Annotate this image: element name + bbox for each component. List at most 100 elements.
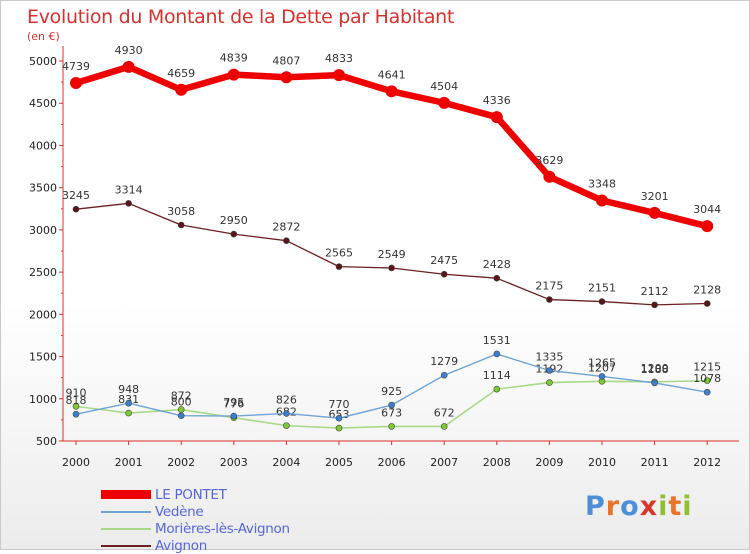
data-label-avignon: 2549 <box>378 248 406 261</box>
x-tick-label: 2002 <box>167 456 195 469</box>
data-label-le-pontet: 4336 <box>483 94 511 107</box>
x-tick-label: 2000 <box>62 456 90 469</box>
data-label-le-pontet: 4839 <box>220 52 248 65</box>
y-tick-label: 3000 <box>29 224 57 237</box>
data-label-ved-ne: 1335 <box>535 350 563 363</box>
data-label-avignon: 2872 <box>272 221 300 234</box>
legend-item-le-pontet: LE PONTET <box>101 486 290 503</box>
data-label-mori-res-l-s-avignon: 910 <box>66 386 87 399</box>
y-tick-label: 4000 <box>29 139 57 152</box>
data-point-mori-res-l-s-avignon <box>283 422 290 429</box>
data-point-avignon <box>546 296 553 303</box>
data-label-le-pontet: 3348 <box>588 178 616 191</box>
legend-swatch <box>101 490 151 499</box>
data-label-le-pontet: 4930 <box>115 44 143 57</box>
x-tick-label: 2004 <box>272 456 300 469</box>
y-tick-label: 1500 <box>29 351 57 364</box>
data-label-avignon: 3245 <box>62 189 90 202</box>
data-label-le-pontet: 4833 <box>325 52 353 65</box>
data-point-ved-ne <box>230 412 238 420</box>
legend-item-ved-ne: Vedène <box>101 503 290 520</box>
x-tick-label: 2006 <box>378 456 406 469</box>
legend-label: Vedène <box>155 503 204 520</box>
legend-label: LE PONTET <box>155 486 227 503</box>
data-point-ved-ne <box>493 350 501 358</box>
data-point-le-pontet <box>122 60 135 73</box>
x-tick-label: 2005 <box>325 456 353 469</box>
data-label-le-pontet: 4659 <box>167 67 195 80</box>
logo-letter: t <box>668 491 683 522</box>
legend-swatch <box>101 544 151 547</box>
y-tick-label: 3500 <box>29 182 57 195</box>
data-label-avignon: 2428 <box>483 258 511 271</box>
legend-item-avignon: Avignon <box>101 537 290 554</box>
logo-letter: P <box>585 491 606 522</box>
data-point-ved-ne <box>283 410 290 417</box>
x-tick-label: 2008 <box>483 456 511 469</box>
data-label-mori-res-l-s-avignon: 1207 <box>588 361 616 374</box>
proxiti-logo: Proxiti <box>585 491 693 522</box>
x-tick-label: 2003 <box>220 456 248 469</box>
data-label-avignon: 2112 <box>641 285 669 298</box>
data-label-ved-ne: 770 <box>329 398 350 411</box>
data-label-mori-res-l-s-avignon: 1114 <box>483 369 511 382</box>
data-label-ved-ne: 948 <box>118 383 139 396</box>
data-point-ved-ne <box>440 371 448 379</box>
data-point-mori-res-l-s-avignon <box>703 377 711 384</box>
data-label-avignon: 2565 <box>325 247 353 260</box>
data-point-le-pontet <box>543 170 556 183</box>
data-point-le-pontet <box>175 83 188 96</box>
data-point-le-pontet <box>648 206 661 219</box>
logo-letter: r <box>605 491 621 522</box>
legend-swatch <box>101 510 151 513</box>
data-point-mori-res-l-s-avignon <box>546 379 553 386</box>
chart-title: Evolution du Montant de la Dette par Hab… <box>27 6 455 28</box>
data-label-ved-ne: 818 <box>66 394 87 407</box>
x-tick-label: 2007 <box>430 456 458 469</box>
data-point-avignon <box>72 205 80 213</box>
data-label-avignon: 2475 <box>430 254 458 267</box>
data-label-le-pontet: 3044 <box>693 203 721 216</box>
data-point-ved-ne <box>651 379 658 387</box>
data-label-mori-res-l-s-avignon: 673 <box>381 406 402 419</box>
x-tick-label: 2010 <box>588 456 616 469</box>
logo-letter: x <box>639 491 659 522</box>
data-point-avignon <box>440 270 448 278</box>
legend-item-mori-res-l-s-avignon: Morières-lès-Avignon <box>101 520 290 537</box>
data-label-mori-res-l-s-avignon: 831 <box>118 393 139 406</box>
data-label-ved-ne: 1265 <box>588 356 616 369</box>
data-point-ved-ne <box>125 399 132 407</box>
data-point-mori-res-l-s-avignon <box>493 385 501 393</box>
data-label-le-pontet: 4739 <box>62 60 90 73</box>
legend-swatch <box>101 527 151 530</box>
data-label-ved-ne: 795 <box>223 396 244 409</box>
data-label-mori-res-l-s-avignon: 672 <box>434 406 455 419</box>
data-point-avignon <box>230 230 238 238</box>
data-point-avignon <box>283 237 290 244</box>
data-point-le-pontet <box>701 220 714 233</box>
data-point-le-pontet <box>438 96 451 109</box>
data-point-mori-res-l-s-avignon <box>388 423 395 430</box>
data-label-mori-res-l-s-avignon: 872 <box>171 390 192 403</box>
data-point-ved-ne <box>546 367 553 374</box>
data-point-avignon <box>388 264 395 272</box>
x-tick-label: 2001 <box>115 456 143 469</box>
data-label-ved-ne: 826 <box>276 393 297 406</box>
y-tick-label: 1000 <box>29 393 57 406</box>
data-label-mori-res-l-s-avignon: 1215 <box>693 361 721 374</box>
y-tick-label: 2000 <box>29 308 57 321</box>
data-point-avignon <box>335 263 343 270</box>
chart-unit: (en €) <box>27 30 60 43</box>
data-point-mori-res-l-s-avignon <box>440 423 448 430</box>
legend-label: Avignon <box>155 537 208 554</box>
line-chart: 500 1000 1500 2000 2500 3000 3500 4000 4500 5000 2… <box>29 44 739 469</box>
data-label-le-pontet: 4641 <box>378 68 406 81</box>
logo-letter: i <box>682 491 693 522</box>
data-point-avignon <box>177 221 185 229</box>
data-point-avignon <box>598 298 606 305</box>
data-point-mori-res-l-s-avignon <box>72 403 80 410</box>
data-label-ved-ne: 1188 <box>641 363 669 376</box>
data-point-ved-ne <box>335 414 343 422</box>
data-point-le-pontet <box>70 77 82 90</box>
